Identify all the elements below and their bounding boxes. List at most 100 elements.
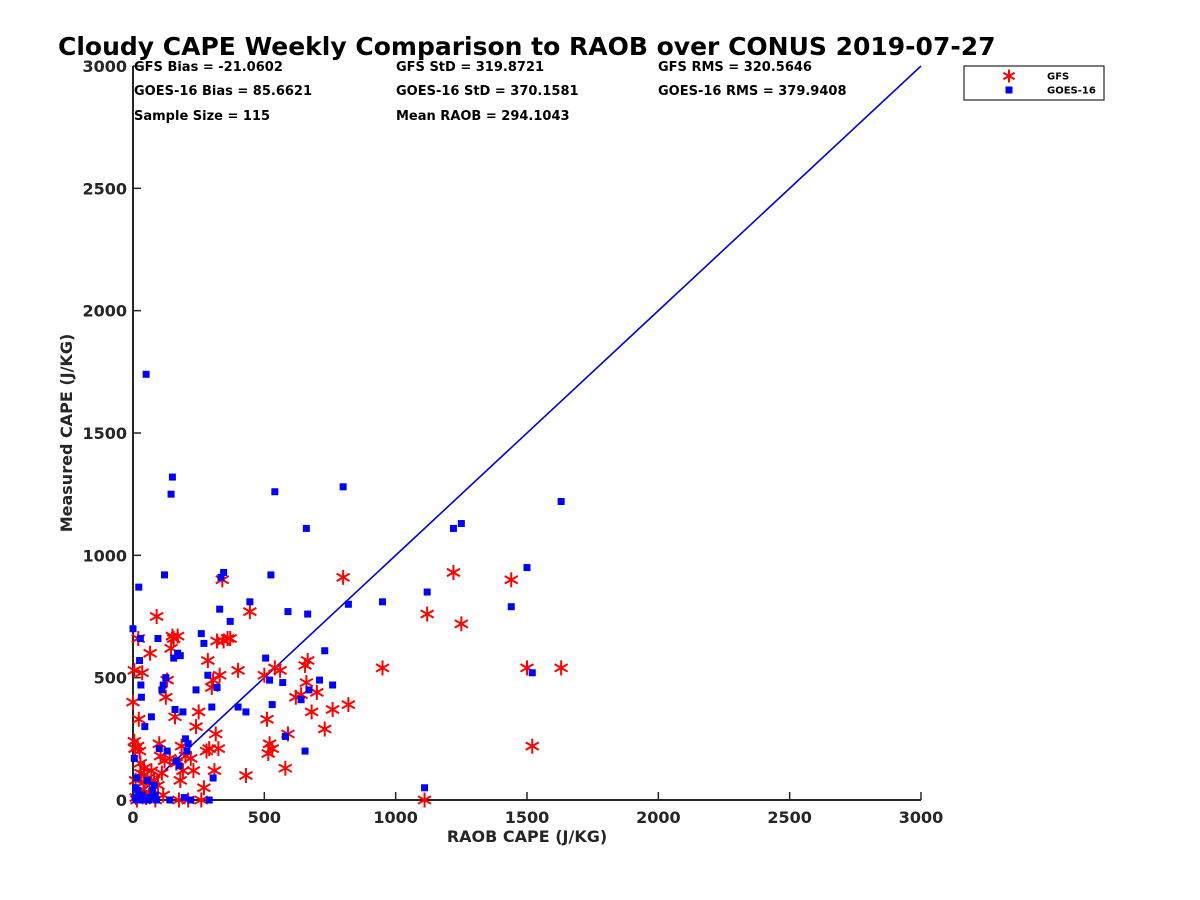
gfs-point <box>304 704 319 720</box>
goes16-point <box>329 681 337 689</box>
gfs-point <box>127 662 142 678</box>
goes16-point <box>176 652 184 660</box>
goes16-point <box>136 657 144 665</box>
goes16-point <box>135 583 143 591</box>
gfs-point <box>191 704 206 720</box>
goes16-point <box>154 635 162 643</box>
legend: GFS GOES-16 <box>963 65 1105 101</box>
goes16-point <box>175 762 183 770</box>
goes16-point <box>159 681 167 689</box>
goes16-point <box>151 791 159 799</box>
gfs-point <box>231 662 246 678</box>
gfs-point <box>196 780 211 796</box>
goes16-point <box>146 794 154 802</box>
goes16-point <box>205 796 213 804</box>
goes16-point <box>133 774 141 782</box>
goes16-point <box>246 598 254 606</box>
gfs-point <box>126 694 140 710</box>
gfs-point <box>278 760 293 776</box>
goes16-point <box>234 703 242 711</box>
axis-ticks: 0 500 1000 1500 2000 2500 3000 0 500 1000 1500 2000… <box>82 57 943 827</box>
gfs-point <box>341 697 356 713</box>
goes16-point <box>279 679 287 687</box>
goes16-point <box>217 573 225 581</box>
goes16-point <box>344 600 352 608</box>
goes16-point <box>209 774 217 782</box>
goes16-point <box>143 776 151 784</box>
goes16-point <box>134 786 142 794</box>
gfs-point <box>336 569 351 585</box>
goes16-point <box>150 781 158 789</box>
gfs-point <box>220 631 235 647</box>
goes16-point <box>130 754 138 762</box>
gfs-point <box>317 721 332 737</box>
goes16-point <box>216 605 224 613</box>
goes16-point <box>158 686 166 694</box>
goes16-point <box>297 696 305 704</box>
stat-text: GFS RMS = 320.5646 <box>658 60 812 75</box>
gfs-point <box>143 645 158 661</box>
goes16-point <box>197 630 205 638</box>
gfs-point <box>298 657 313 673</box>
goes16-point <box>162 674 170 682</box>
legend-marker-square <box>1005 86 1013 94</box>
gfs-point <box>208 726 223 742</box>
goes16-point <box>170 654 178 662</box>
goes16-point <box>268 701 276 709</box>
goes16-point <box>149 786 157 794</box>
goes16-point <box>220 568 228 576</box>
x-tick-label: 3000 <box>899 808 944 827</box>
gfs-point <box>183 750 198 766</box>
goes16-point <box>208 703 216 711</box>
goes16-point <box>226 617 234 625</box>
goes16-point <box>200 639 208 647</box>
gfs-point <box>446 564 461 580</box>
goes16-point <box>266 676 274 684</box>
goes16-point <box>192 686 200 694</box>
goes16-point <box>421 784 429 792</box>
gfs-point <box>262 736 277 752</box>
x-tick-label: 0 <box>127 808 138 827</box>
goes16-point <box>379 598 387 606</box>
goes16-point <box>137 693 145 701</box>
gfs-point <box>242 604 257 620</box>
gfs-point <box>212 667 227 683</box>
gfs-point <box>186 763 201 779</box>
y-tick-label: 2500 <box>82 179 127 198</box>
goes16-point <box>140 796 148 804</box>
x-tick-label: 1000 <box>373 808 418 827</box>
statistics-block: GFS Bias = -21.0602 GOES-16 Bias = 85.662… <box>134 60 847 124</box>
goes16-point <box>141 723 149 731</box>
y-tick-label: 0 <box>116 791 127 810</box>
goes16-point <box>304 610 312 618</box>
gfs-point <box>211 741 226 757</box>
series-gfs <box>126 564 569 808</box>
stat-text: GOES-16 StD = 370.1581 <box>396 84 579 99</box>
goes16-point <box>284 608 292 616</box>
plot-area: 0 500 1000 1500 2000 2500 3000 0 500 1000 1500 2000… <box>82 57 943 827</box>
goes16-point <box>142 370 150 378</box>
gfs-point <box>149 609 164 624</box>
gfs-point <box>525 738 540 754</box>
goes16-point <box>321 647 329 655</box>
gfs-point <box>417 792 432 808</box>
goes16-point <box>184 740 192 748</box>
goes16-point <box>171 705 179 713</box>
goes16-point <box>153 796 161 804</box>
legend-item-gfs: GFS <box>1002 69 1069 83</box>
goes16-point <box>528 669 536 677</box>
gfs-point <box>375 660 390 676</box>
gfs-point <box>189 719 204 735</box>
stat-text: Mean RAOB = 294.1043 <box>396 109 570 124</box>
x-tick-label: 2500 <box>767 808 812 827</box>
gfs-point <box>273 662 288 678</box>
y-tick-label: 1000 <box>82 546 127 565</box>
legend-item-goes-16: GOES-16 <box>1005 86 1096 97</box>
gfs-point <box>223 631 238 647</box>
gfs-point <box>173 772 188 788</box>
goes16-point <box>457 520 465 528</box>
x-tick-label: 2000 <box>636 808 681 827</box>
goes16-point <box>315 676 323 684</box>
goes16-point <box>302 524 310 532</box>
goes16-point <box>163 747 171 755</box>
